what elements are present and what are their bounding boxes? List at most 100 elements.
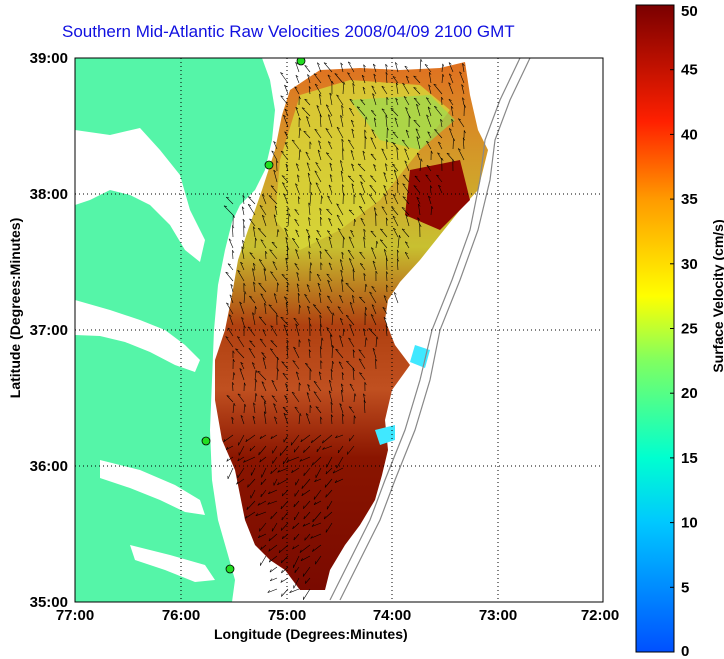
velocity-arrow-head	[273, 293, 277, 296]
velocity-arrow-head	[284, 84, 287, 88]
velocity-arrow-head	[404, 148, 407, 151]
velocity-arrow-head	[293, 317, 297, 320]
velocity-arrow-head	[428, 195, 431, 199]
velocity-arrow	[395, 98, 399, 106]
velocity-arrow-head	[323, 62, 327, 64]
velocity-arrow-head	[395, 62, 398, 65]
velocity-arrow	[295, 62, 300, 73]
velocity-arrow-head	[277, 469, 280, 473]
velocity-arrow-head	[464, 104, 466, 108]
velocity-arrow	[270, 577, 278, 582]
velocity-arrow-head	[225, 446, 229, 450]
velocity-arrow	[271, 242, 278, 249]
velocity-arrow-head	[347, 249, 351, 252]
velocity-arrow-head	[383, 185, 387, 188]
velocity-arrow	[312, 304, 322, 315]
velocity-arrow	[369, 185, 377, 194]
velocity-arrow	[329, 92, 333, 106]
velocity-arrow	[413, 119, 421, 128]
velocity-arrow-head	[286, 346, 289, 350]
velocity-arrow-head	[332, 312, 335, 316]
velocity-arrow-head	[428, 72, 432, 75]
velocity-arrow-head	[255, 513, 259, 516]
velocity-arrow-head	[384, 193, 387, 197]
velocity-arrow-head	[347, 72, 351, 75]
velocity-arrow	[404, 241, 410, 249]
velocity-arrow	[328, 390, 333, 403]
velocity-arrow	[268, 533, 278, 542]
velocity-arrow-head	[403, 96, 407, 99]
velocity-arrow-head	[244, 515, 247, 519]
velocity-arrow-head	[285, 163, 289, 167]
velocity-arrow-head	[433, 83, 437, 86]
bay-inlet	[100, 460, 205, 515]
velocity-arrow-head	[306, 116, 309, 119]
velocity-arrow	[313, 489, 322, 500]
velocity-arrow	[386, 258, 388, 271]
velocity-arrow	[255, 511, 267, 517]
velocity-arrow-head	[359, 296, 363, 299]
velocity-arrow-head	[339, 403, 343, 406]
velocity-arrow-head	[359, 206, 363, 208]
velocity-arrow-head	[313, 502, 316, 505]
velocity-arrow	[332, 467, 344, 474]
velocity-arrow	[247, 196, 256, 205]
velocity-arrow	[319, 114, 322, 128]
velocity-arrow-head	[308, 202, 311, 206]
velocity-arrow-head	[361, 74, 365, 78]
velocity-arrow-head	[320, 360, 323, 364]
velocity-arrow	[339, 259, 344, 271]
velocity-arrow-head	[379, 239, 384, 242]
velocity-arrow-head	[244, 382, 246, 386]
velocity-arrow	[320, 324, 322, 337]
velocity-arrow	[262, 357, 267, 370]
velocity-arrow-head	[426, 114, 429, 118]
velocity-arrow	[285, 302, 289, 315]
velocity-arrow-head	[269, 569, 272, 573]
velocity-arrow-head	[352, 295, 355, 298]
velocity-arrow	[245, 434, 256, 443]
velocity-arrow-head	[232, 359, 235, 363]
velocity-arrow	[352, 295, 355, 304]
velocity-arrow-head	[360, 181, 364, 184]
velocity-arrow-head	[375, 212, 378, 216]
velocity-arrow-head	[277, 482, 280, 486]
velocity-arrow	[308, 86, 311, 95]
velocity-arrow	[259, 522, 267, 532]
velocity-arrow-head	[428, 84, 431, 88]
velocity-arrow	[297, 174, 300, 183]
velocity-arrow-head	[330, 334, 333, 338]
velocity-arrow	[372, 93, 377, 106]
velocity-arrow	[226, 302, 234, 315]
velocity-arrow-head	[298, 382, 301, 386]
velocity-arrow-head	[348, 406, 352, 409]
velocity-arrow-head	[324, 249, 328, 252]
velocity-arrow-head	[340, 317, 343, 321]
velocity-arrow	[349, 99, 355, 106]
velocity-arrow-head	[332, 360, 335, 364]
velocity-arrow-head	[268, 538, 271, 542]
velocity-arrow-head	[301, 485, 303, 489]
velocity-arrow-head	[270, 436, 273, 439]
velocity-arrow-head	[370, 153, 374, 156]
velocity-arrow	[352, 368, 355, 381]
velocity-arrow-head	[255, 237, 257, 241]
velocity-arrow-head	[417, 217, 420, 220]
velocity-arrow	[260, 544, 267, 550]
velocity-arrow-head	[328, 236, 332, 240]
velocity-arrow-head	[364, 136, 367, 140]
velocity-arrow-head	[259, 436, 262, 439]
velocity-arrow	[341, 279, 344, 293]
velocity-arrow	[291, 467, 300, 473]
velocity-arrow	[297, 293, 300, 304]
velocity-arrow	[294, 86, 300, 95]
velocity-arrow-head	[402, 82, 406, 85]
velocity-arrow-head	[343, 192, 345, 196]
velocity-arrow	[240, 362, 245, 370]
x-tick-label: 72:00	[581, 607, 619, 624]
velocity-arrow	[448, 99, 454, 106]
velocity-arrow	[314, 128, 322, 139]
velocity-arrow-head	[392, 131, 396, 134]
velocity-arrow	[304, 65, 311, 73]
